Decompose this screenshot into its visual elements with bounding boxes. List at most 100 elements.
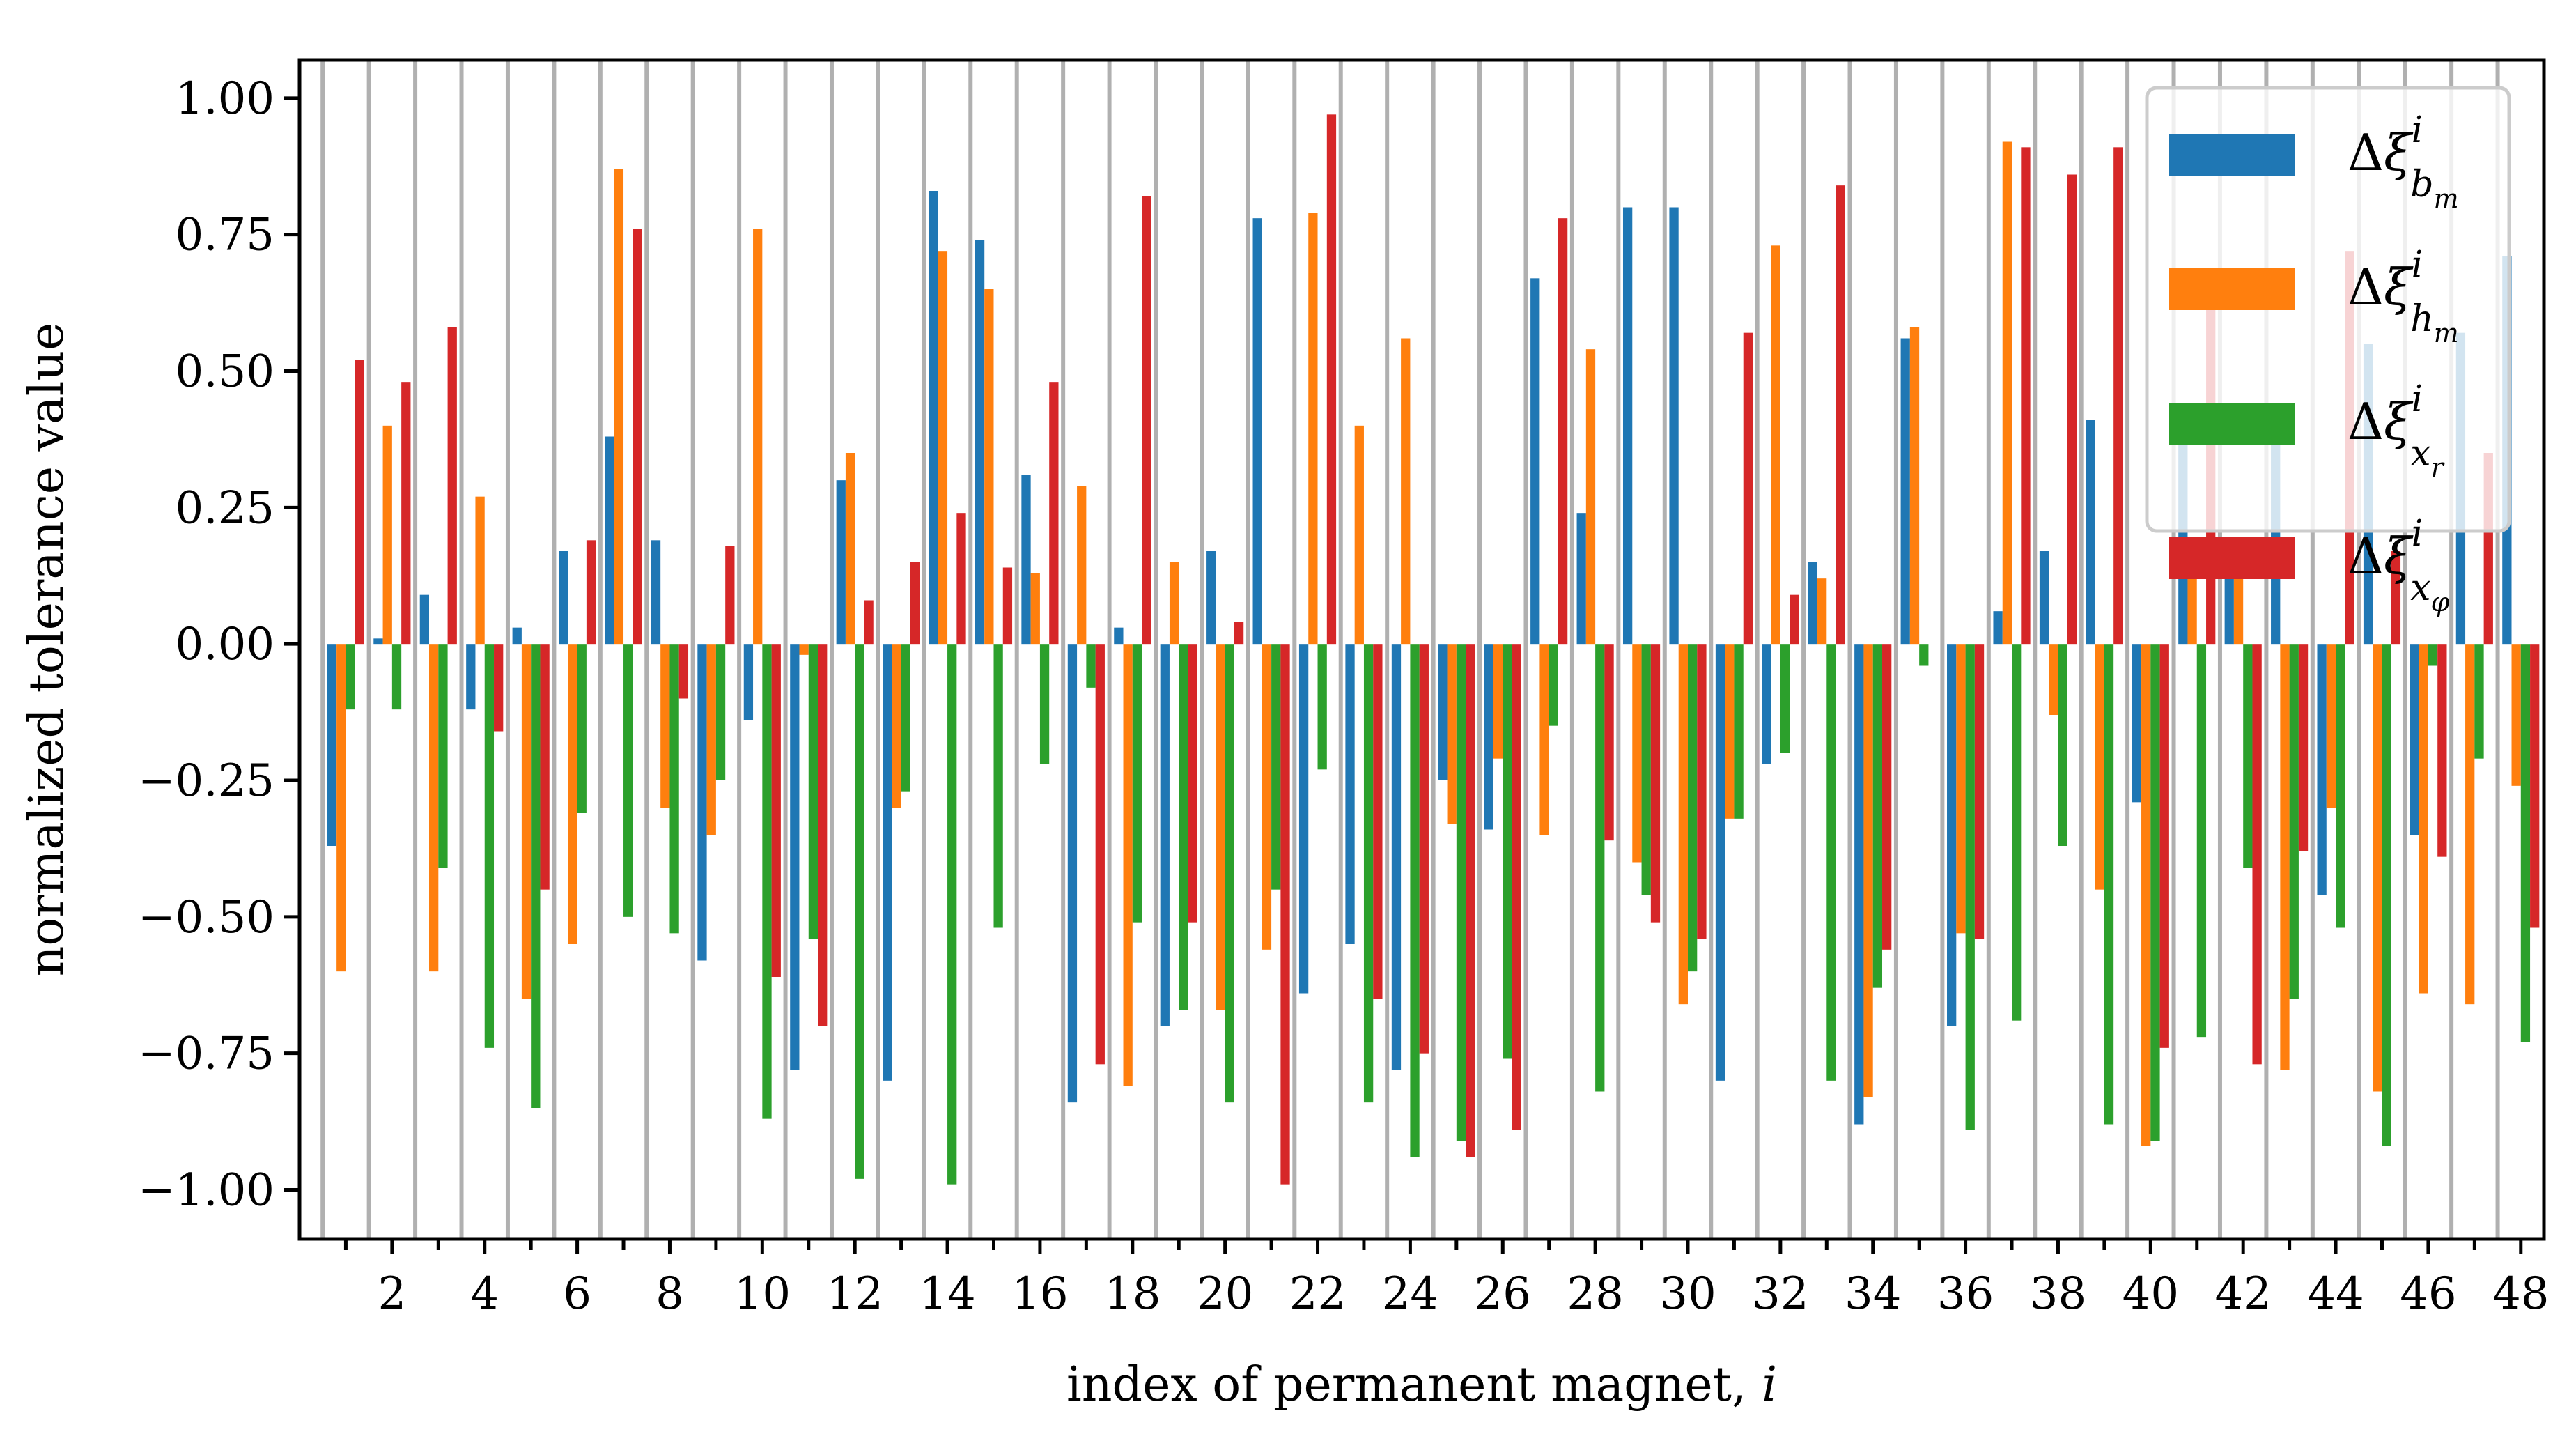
bar	[753, 229, 763, 645]
bar	[540, 644, 550, 890]
bar	[984, 289, 994, 645]
bar	[2391, 551, 2401, 645]
bar	[1808, 562, 1818, 645]
bar	[568, 644, 577, 944]
x-tick-label: 10	[734, 1268, 791, 1320]
bar	[1077, 486, 1087, 645]
bar	[623, 644, 633, 917]
bar	[2141, 644, 2151, 1146]
x-tick-label: 36	[1937, 1268, 1994, 1320]
bar	[2012, 644, 2022, 1021]
y-tick-label: −0.75	[138, 1028, 274, 1080]
y-axis-title: normalized tolerance value	[20, 323, 75, 977]
bar	[1030, 573, 1040, 645]
bar	[2159, 644, 2169, 1048]
x-tick-label: 6	[563, 1268, 591, 1320]
bar	[1095, 644, 1105, 1065]
bar	[1585, 349, 1596, 645]
legend-label: Δξi xφ	[2348, 513, 2450, 617]
x-tick-label: 18	[1104, 1268, 1161, 1320]
bar	[2150, 644, 2160, 1141]
bar	[1604, 644, 1614, 841]
bar	[559, 551, 568, 645]
bar	[1854, 644, 1864, 1125]
bar	[1576, 513, 1586, 645]
bar	[2021, 147, 2031, 645]
bar	[1401, 338, 1411, 645]
bar	[1002, 567, 1013, 645]
bar	[2530, 644, 2540, 928]
bar	[2058, 644, 2067, 846]
legend-swatch	[2169, 268, 2295, 310]
bar	[2002, 141, 2012, 645]
bar	[391, 644, 402, 710]
bar	[1595, 644, 1605, 1092]
bar	[1363, 644, 1374, 1103]
bar	[327, 644, 337, 846]
bar	[1697, 644, 1707, 939]
bar	[2465, 644, 2475, 1005]
bar	[1039, 644, 1050, 764]
bar	[355, 360, 365, 645]
legend-swatch	[2169, 537, 2295, 579]
x-tick-label: 44	[2307, 1268, 2364, 1320]
x-tick-label: 16	[1011, 1268, 1068, 1320]
bar	[2280, 644, 2290, 1070]
bar	[1234, 622, 1244, 645]
bar	[447, 327, 457, 645]
bar	[660, 644, 670, 808]
bar	[1142, 196, 1151, 645]
bar	[975, 240, 985, 645]
bar	[1298, 644, 1309, 994]
bar	[1641, 644, 1651, 895]
bar	[2224, 578, 2234, 645]
bar	[1466, 644, 1475, 1157]
y-tick-label: 0.25	[176, 482, 275, 534]
bar	[836, 480, 846, 645]
bar	[2410, 644, 2419, 835]
bar	[725, 546, 735, 645]
x-tick-label: 12	[826, 1268, 883, 1320]
bar	[2113, 147, 2123, 645]
bar	[1271, 644, 1281, 890]
bar	[1558, 218, 1568, 645]
bar	[2298, 644, 2309, 851]
bar	[2428, 644, 2438, 666]
bar	[2067, 174, 2077, 645]
bar	[1539, 644, 1549, 835]
bar	[2049, 644, 2058, 715]
x-tick-label: 4	[470, 1268, 499, 1320]
bar	[993, 644, 1003, 928]
bar	[1354, 425, 1364, 645]
bar	[697, 644, 707, 961]
bar	[1345, 644, 1355, 944]
bar	[1771, 245, 1780, 645]
bar	[1762, 644, 1771, 764]
bar	[808, 644, 818, 939]
bar	[1132, 644, 1142, 923]
bar	[1549, 644, 1558, 726]
bar	[845, 453, 855, 645]
bar	[2419, 644, 2428, 994]
bar	[438, 644, 448, 868]
legend-swatch	[2169, 134, 2295, 176]
bar	[1669, 207, 1679, 645]
bar	[1262, 644, 1272, 950]
bar	[1225, 644, 1234, 1103]
bar	[1410, 644, 1420, 1157]
y-tick-label: 1.00	[176, 73, 275, 125]
bars-group	[327, 114, 2540, 1185]
bar	[2511, 644, 2521, 786]
x-tick-label: 26	[1475, 1268, 1531, 1320]
bar	[743, 644, 754, 720]
x-tick-label: 22	[1289, 1268, 1346, 1320]
bar	[475, 496, 485, 645]
bar	[1743, 332, 1753, 645]
bar	[1947, 644, 1957, 1026]
bar	[577, 644, 587, 813]
bar	[2382, 644, 2391, 1146]
bar	[531, 644, 541, 1108]
bar	[1993, 611, 2003, 645]
bar	[1179, 644, 1188, 1010]
